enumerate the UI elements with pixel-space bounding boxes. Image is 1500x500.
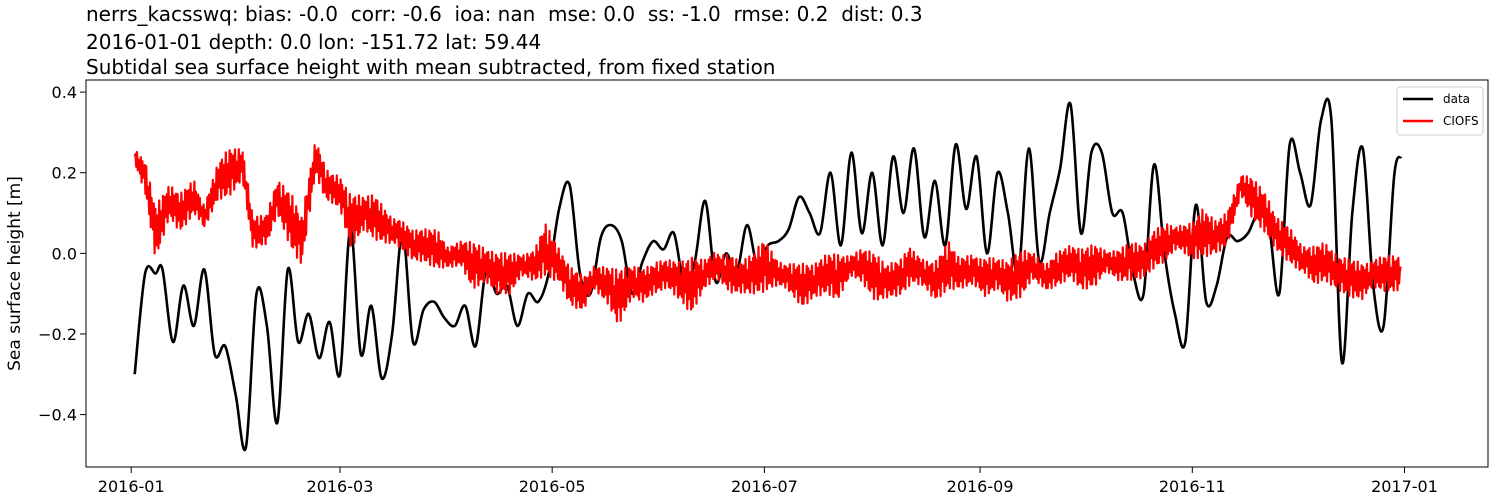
x-tick-label: 2016-05 [519,477,586,496]
x-tick-label: 2016-11 [1159,477,1226,496]
plot-frame [85,79,1489,468]
legend: data CIOFS [1396,86,1484,136]
x-tick-label: 2016-09 [947,477,1014,496]
x-tick-label: 2016-01 [98,477,165,496]
series-line-data [133,97,1403,452]
legend-label-data: data [1443,92,1470,106]
chart-title-line-1: nerrs_kacsswq: bias: -0.0 corr: -0.6 ioa… [86,2,923,26]
plot-area [133,97,1403,452]
x-tick-label: 2016-03 [307,477,374,496]
y-axis-label: Sea surface height [m] [5,176,25,371]
x-tick-label: 2016-07 [731,477,798,496]
y-tick-label: 0.2 [52,164,77,183]
y-tick-label: −0.2 [38,325,77,344]
y-axis: −0.4 −0.2 0.0 0.2 0.4 [38,83,86,425]
y-tick-label: 0.0 [52,244,77,263]
legend-label-ciofs: CIOFS [1443,114,1479,128]
series-line-ciofs [133,144,1402,323]
y-tick-label: 0.4 [52,83,77,102]
chart-title-line-2: 2016-01-01 depth: 0.0 lon: -151.72 lat: … [86,30,542,54]
x-tick-label: 2017-01 [1371,477,1438,496]
x-axis: 2016-01 2016-03 2016-05 2016-07 2016-09 2016-… [98,467,1438,496]
y-tick-label: −0.4 [38,406,77,425]
chart-title-line-3: Subtidal sea surface height with mean su… [86,55,776,79]
